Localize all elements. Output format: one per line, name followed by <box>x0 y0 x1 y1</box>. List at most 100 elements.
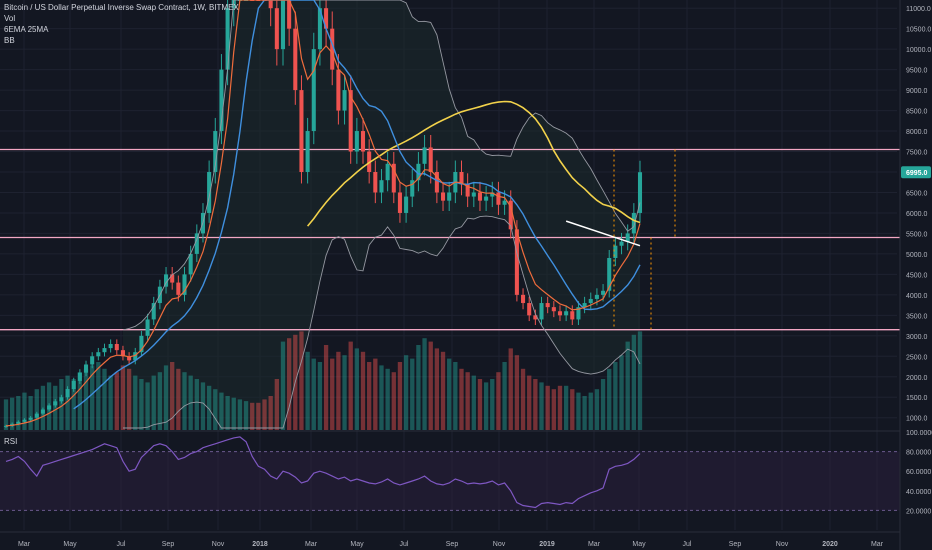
candle-body <box>588 298 593 304</box>
volume-bar <box>182 372 187 430</box>
volume-bars <box>3 331 643 430</box>
legend-moving-averages: 6EMA 25MA <box>4 25 49 34</box>
candle-body <box>465 184 470 197</box>
volume-bar <box>250 402 255 430</box>
candle-body <box>545 303 550 308</box>
volume-bar <box>262 399 267 430</box>
candle-body <box>360 131 366 152</box>
time-tick-label: May <box>350 541 364 548</box>
time-axis[interactable]: Mar May Jul Sep Nov 2018 Mar May Jul Sep Nov 2019 Ma… <box>18 541 884 548</box>
candle-body <box>133 352 138 361</box>
price-tick-label: 8000.0 <box>906 129 928 136</box>
volume-bar <box>256 402 261 430</box>
volume-bar <box>367 362 372 430</box>
volume-bar <box>348 341 353 430</box>
time-tick-label: Sep <box>162 541 175 548</box>
volume-bar <box>206 385 212 430</box>
candle-body <box>207 172 212 213</box>
candle-body <box>305 131 310 172</box>
volume-bar <box>490 379 495 430</box>
time-tick-label: May <box>632 541 646 548</box>
volume-bar <box>90 365 95 430</box>
time-tick-label: Jul <box>400 541 409 548</box>
time-tick-label: 2020 <box>822 541 838 548</box>
volume-bar <box>477 379 483 430</box>
volume-bar <box>163 365 169 430</box>
price-tick-label: 9000.0 <box>906 88 928 95</box>
candle-body <box>213 131 218 172</box>
candle-body <box>311 49 316 132</box>
candle-body <box>459 172 464 185</box>
volume-bar <box>299 331 304 430</box>
legend-volume: Vol <box>4 14 16 23</box>
volume-bar <box>570 389 575 430</box>
candle-body <box>28 417 33 420</box>
trend-line <box>565 220 641 247</box>
ema6-line <box>5 0 641 427</box>
candle-body <box>637 172 643 213</box>
price-tick-label: 9500.0 <box>906 68 928 75</box>
volume-bar <box>471 375 476 430</box>
volume-bar <box>286 338 292 430</box>
volume-bar <box>225 396 230 430</box>
volume-bar <box>594 389 600 430</box>
candles <box>3 0 643 429</box>
candle-body <box>145 319 150 336</box>
volume-bar <box>268 396 273 430</box>
volume-bar <box>625 341 630 430</box>
volume-bar <box>59 379 64 430</box>
candle-body <box>225 8 230 70</box>
candle-body <box>268 0 273 9</box>
volume-bar <box>10 397 15 430</box>
volume-bar <box>453 362 458 430</box>
time-tick-label: Nov <box>776 541 789 548</box>
candle-body <box>619 241 624 246</box>
volume-bar <box>96 362 101 430</box>
volume-bar <box>373 358 378 430</box>
volume-bar <box>157 372 163 430</box>
volume-bar <box>133 375 138 430</box>
candle-body <box>490 192 495 197</box>
volume-bar <box>391 372 396 430</box>
volume-bar <box>120 365 126 430</box>
candle-body <box>607 258 612 291</box>
time-tick-label: Nov <box>212 541 225 548</box>
candle-body <box>502 200 507 205</box>
candle-body <box>53 401 58 406</box>
candle-body <box>404 196 409 213</box>
price-tick-label: 5000.0 <box>906 252 928 259</box>
candle-body <box>330 28 335 70</box>
volume-bar <box>551 389 556 430</box>
candle-body <box>496 192 501 205</box>
price-tick-label: 2500.0 <box>906 354 928 361</box>
chart-title: Bitcoin / US Dollar Perpetual Inverse Sw… <box>4 3 239 12</box>
rsi-line <box>5 436 641 509</box>
horizontal-levels <box>0 148 900 331</box>
candle-body <box>484 196 489 201</box>
volume-bar <box>631 334 636 430</box>
volume-bar <box>539 382 544 430</box>
candle-body <box>324 8 329 29</box>
volume-bar <box>607 368 612 430</box>
volume-bar <box>102 368 107 430</box>
annotations <box>565 149 676 330</box>
rsi-tick-label: 40.0000 <box>906 489 931 496</box>
candle-body <box>83 364 89 373</box>
price-tick-label: 11000.0 <box>906 6 931 13</box>
candle-body <box>40 409 45 414</box>
candle-body <box>299 90 304 172</box>
price-tick-label: 4000.0 <box>906 293 928 300</box>
volume-bar <box>422 338 427 430</box>
time-tick-label: May <box>63 541 77 548</box>
volume-bar <box>557 385 563 430</box>
candle-body <box>373 172 378 193</box>
candle-body <box>77 372 82 381</box>
candle-body <box>564 311 569 316</box>
volume-bar <box>323 345 329 430</box>
ma50-line <box>306 100 641 227</box>
price-axis[interactable]: 11000.0 10500.0 10000.0 9500.0 9000.0 8500.0 8… <box>899 0 932 550</box>
volume-bar <box>317 362 323 430</box>
bollinger-upper-line <box>122 0 641 331</box>
candle-body <box>514 229 519 295</box>
